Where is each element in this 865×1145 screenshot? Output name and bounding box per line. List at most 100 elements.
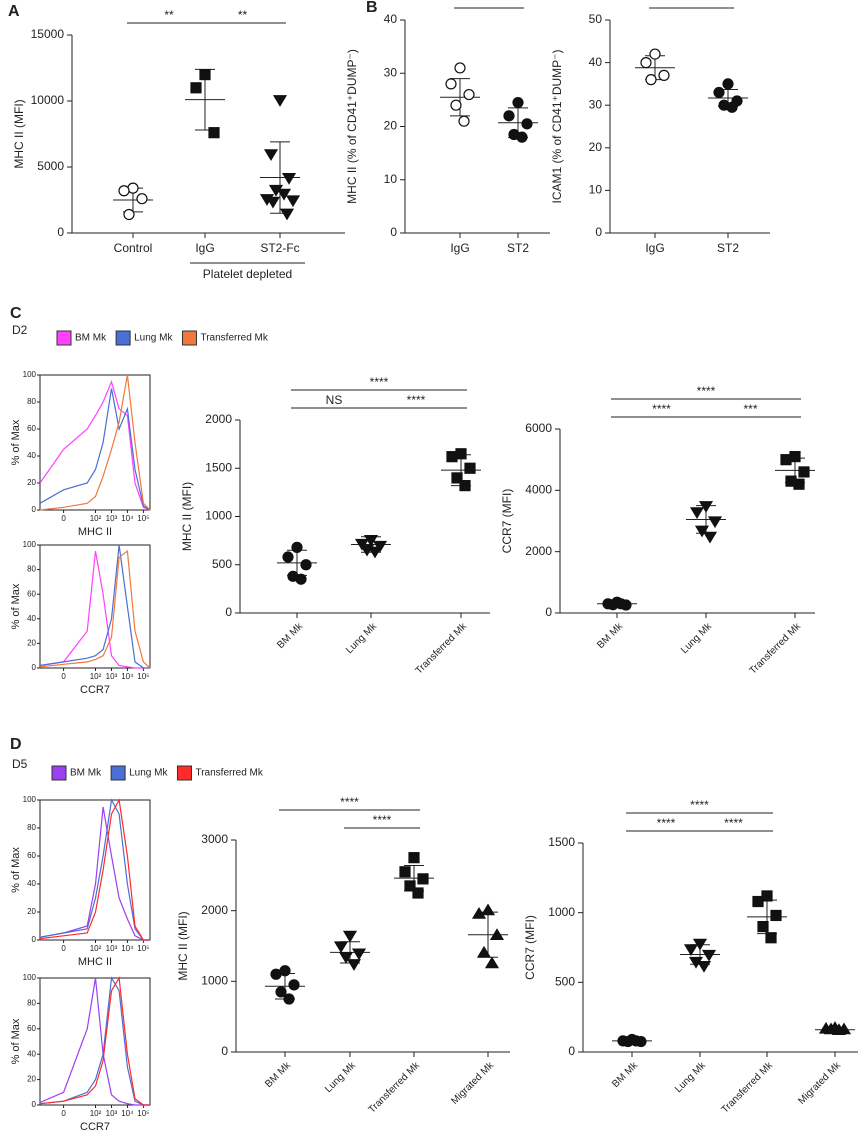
legend-swatch: [115, 330, 131, 346]
x-tick-label: 10⁵: [137, 514, 149, 523]
data-point: [291, 541, 303, 553]
histogram-curve: [39, 798, 150, 941]
x-tick-label: 10²: [90, 672, 102, 681]
y-tick-label: 40: [27, 1049, 36, 1058]
x-axis-label: CCR7: [80, 1121, 110, 1133]
y-tick-label: 80: [27, 823, 36, 832]
y-tick-label: 10: [589, 183, 603, 197]
x-tick-label: ST2-Fc: [260, 241, 299, 255]
y-axis-label: MHC II (MFI): [180, 482, 194, 551]
data-point: [698, 501, 714, 513]
group-label: Platelet depleted: [203, 267, 292, 281]
y-tick-label: 2000: [525, 544, 552, 558]
data-point: [489, 928, 505, 940]
y-tick-label: 40: [27, 879, 36, 888]
histogram-curve: [39, 976, 150, 1106]
y-tick-label: 0: [225, 605, 232, 619]
data-point: [694, 525, 710, 538]
y-tick-label: 0: [57, 225, 64, 239]
panel-label: D: [10, 736, 22, 753]
x-tick-label: Transferred Mk: [720, 1060, 776, 1116]
significance-label: ***: [743, 402, 757, 416]
x-tick-label: Migrated Mk: [796, 1060, 843, 1107]
data-point: [512, 96, 524, 109]
data-point: [683, 944, 699, 957]
x-tick-label: 0: [61, 514, 66, 523]
x-tick-label: ST2: [507, 241, 529, 255]
x-tick-label: 10²: [90, 1109, 102, 1118]
y-axis-label: ICAM1 (% of CD41⁺DUMP⁻): [550, 49, 564, 203]
significance-label: ****: [407, 393, 426, 407]
legend-swatch: [176, 765, 192, 781]
y-tick-label: 20: [27, 639, 36, 648]
y-axis-label: % of Max: [10, 583, 22, 629]
data-point: [645, 74, 657, 86]
histogram-curve: [39, 549, 151, 669]
histogram-curve: [39, 374, 151, 511]
data-point: [275, 986, 287, 998]
histogram-curve: [39, 976, 150, 1106]
y-tick-label: 40: [27, 614, 36, 623]
data-point: [417, 873, 429, 885]
y-tick-label: 0: [595, 225, 602, 239]
panel-subtitle: D2: [12, 323, 28, 337]
x-tick-label: 10³: [106, 672, 118, 681]
x-tick-label: 10⁵: [137, 944, 149, 953]
x-tick-label: 10⁵: [137, 672, 149, 681]
y-tick-label: 3000: [201, 832, 228, 846]
histogram-curve: [39, 806, 150, 941]
legend-swatch: [181, 330, 197, 346]
data-point: [270, 968, 282, 980]
data-point: [696, 961, 712, 973]
x-tick-label: 10³: [106, 944, 118, 953]
data-point: [123, 208, 135, 221]
data-point: [726, 101, 738, 113]
y-tick-label: 1000: [548, 905, 575, 919]
y-tick-label: 100: [23, 370, 37, 379]
significance-label: NS: [326, 393, 343, 407]
x-tick-label: Transferred Mk: [748, 621, 804, 677]
data-point: [445, 78, 457, 90]
panel-label: A: [8, 3, 20, 20]
x-tick-label: Transferred Mk: [414, 621, 470, 677]
y-tick-label: 100: [23, 540, 37, 549]
data-point: [713, 86, 725, 99]
data-point: [471, 907, 487, 919]
x-tick-label: IgG: [645, 241, 664, 255]
data-point: [300, 559, 312, 571]
y-axis-label: % of Max: [10, 419, 22, 465]
panel-label: C: [10, 305, 22, 322]
y-tick-label: 0: [545, 605, 552, 619]
data-point: [780, 454, 792, 466]
y-tick-label: 20: [384, 119, 398, 133]
y-tick-label: 20: [27, 478, 36, 487]
y-tick-label: 60: [27, 424, 36, 433]
data-point: [282, 551, 294, 563]
data-point: [798, 466, 810, 478]
y-tick-label: 500: [212, 557, 232, 571]
data-point: [476, 945, 492, 958]
data-point: [521, 118, 533, 130]
significance-label: ****: [370, 375, 389, 389]
data-point: [281, 172, 297, 185]
significance-label: ****: [697, 384, 716, 398]
data-point: [707, 516, 723, 529]
panel-label: B: [366, 0, 378, 16]
y-tick-label: 50: [589, 12, 603, 26]
x-tick-label: 10⁴: [121, 944, 134, 953]
x-tick-label: 0: [61, 1109, 66, 1118]
x-tick-label: Lung Mk: [673, 1060, 709, 1096]
x-tick-label: IgG: [450, 241, 469, 255]
plot-frame: [39, 374, 151, 511]
y-tick-label: 0: [32, 1100, 37, 1109]
y-axis-label: CCR7 (MFI): [500, 489, 514, 554]
x-tick-label: BM Mk: [595, 621, 625, 651]
legend-swatch: [51, 765, 67, 781]
y-axis-label: MHC II (MFI): [176, 911, 190, 980]
legend-label: Transferred Mk: [200, 333, 268, 344]
data-point: [450, 99, 462, 111]
data-point: [649, 48, 661, 60]
x-tick-label: Lung Mk: [323, 1060, 359, 1096]
y-tick-label: 100: [23, 795, 37, 804]
data-point: [454, 62, 466, 74]
